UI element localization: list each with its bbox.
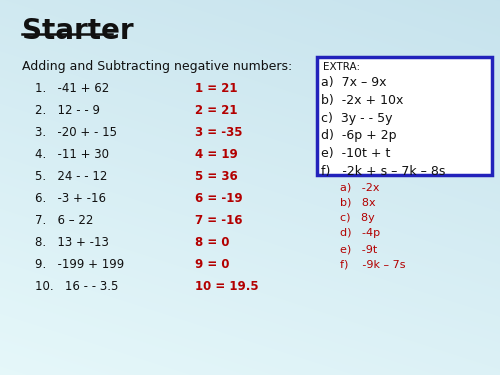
Text: e)  -10t + t: e) -10t + t xyxy=(321,147,390,160)
Text: 2.   12 - - 9: 2. 12 - - 9 xyxy=(35,104,100,117)
Text: 10 = 19.5: 10 = 19.5 xyxy=(195,280,258,293)
Text: 3 = -35: 3 = -35 xyxy=(195,126,242,139)
Text: d)   -4p: d) -4p xyxy=(340,228,380,238)
Text: b)  -2x + 10x: b) -2x + 10x xyxy=(321,94,404,107)
Text: a)   -2x: a) -2x xyxy=(340,182,380,192)
Text: 9.   -199 + 199: 9. -199 + 199 xyxy=(35,258,124,271)
Text: f)   -2k + s – 7k – 8s: f) -2k + s – 7k – 8s xyxy=(321,165,446,178)
Text: c)   8y: c) 8y xyxy=(340,213,375,223)
Text: c)  3y - - 5y: c) 3y - - 5y xyxy=(321,112,392,125)
Text: 1.   -41 + 62: 1. -41 + 62 xyxy=(35,82,109,95)
Text: 5.   24 - - 12: 5. 24 - - 12 xyxy=(35,170,108,183)
Text: 1 = 21: 1 = 21 xyxy=(195,82,238,95)
Text: 9 = 0: 9 = 0 xyxy=(195,258,230,271)
Text: 8 = 0: 8 = 0 xyxy=(195,236,230,249)
Bar xyxy=(317,57,492,175)
Text: 3.   -20 + - 15: 3. -20 + - 15 xyxy=(35,126,117,139)
Text: 8.   13 + -13: 8. 13 + -13 xyxy=(35,236,109,249)
Text: 4 = 19: 4 = 19 xyxy=(195,148,238,161)
Text: a)  7x – 9x: a) 7x – 9x xyxy=(321,76,386,89)
Text: 10.   16 - - 3.5: 10. 16 - - 3.5 xyxy=(35,280,118,293)
Text: 7.   6 – 22: 7. 6 – 22 xyxy=(35,214,94,227)
Text: Starter: Starter xyxy=(22,17,134,45)
Text: f)    -9k – 7s: f) -9k – 7s xyxy=(340,260,406,270)
Text: 7 = -16: 7 = -16 xyxy=(195,214,242,227)
Text: d)  -6p + 2p: d) -6p + 2p xyxy=(321,129,396,142)
Text: e)   -9t: e) -9t xyxy=(340,244,378,254)
Text: 2 = 21: 2 = 21 xyxy=(195,104,238,117)
Text: 6 = -19: 6 = -19 xyxy=(195,192,242,205)
Text: b)   8x: b) 8x xyxy=(340,198,376,207)
Text: 4.   -11 + 30: 4. -11 + 30 xyxy=(35,148,109,161)
Text: EXTRA:: EXTRA: xyxy=(323,62,360,72)
Text: Adding and Subtracting negative numbers:: Adding and Subtracting negative numbers: xyxy=(22,60,292,73)
Text: 6.   -3 + -16: 6. -3 + -16 xyxy=(35,192,106,205)
Text: 5 = 36: 5 = 36 xyxy=(195,170,238,183)
